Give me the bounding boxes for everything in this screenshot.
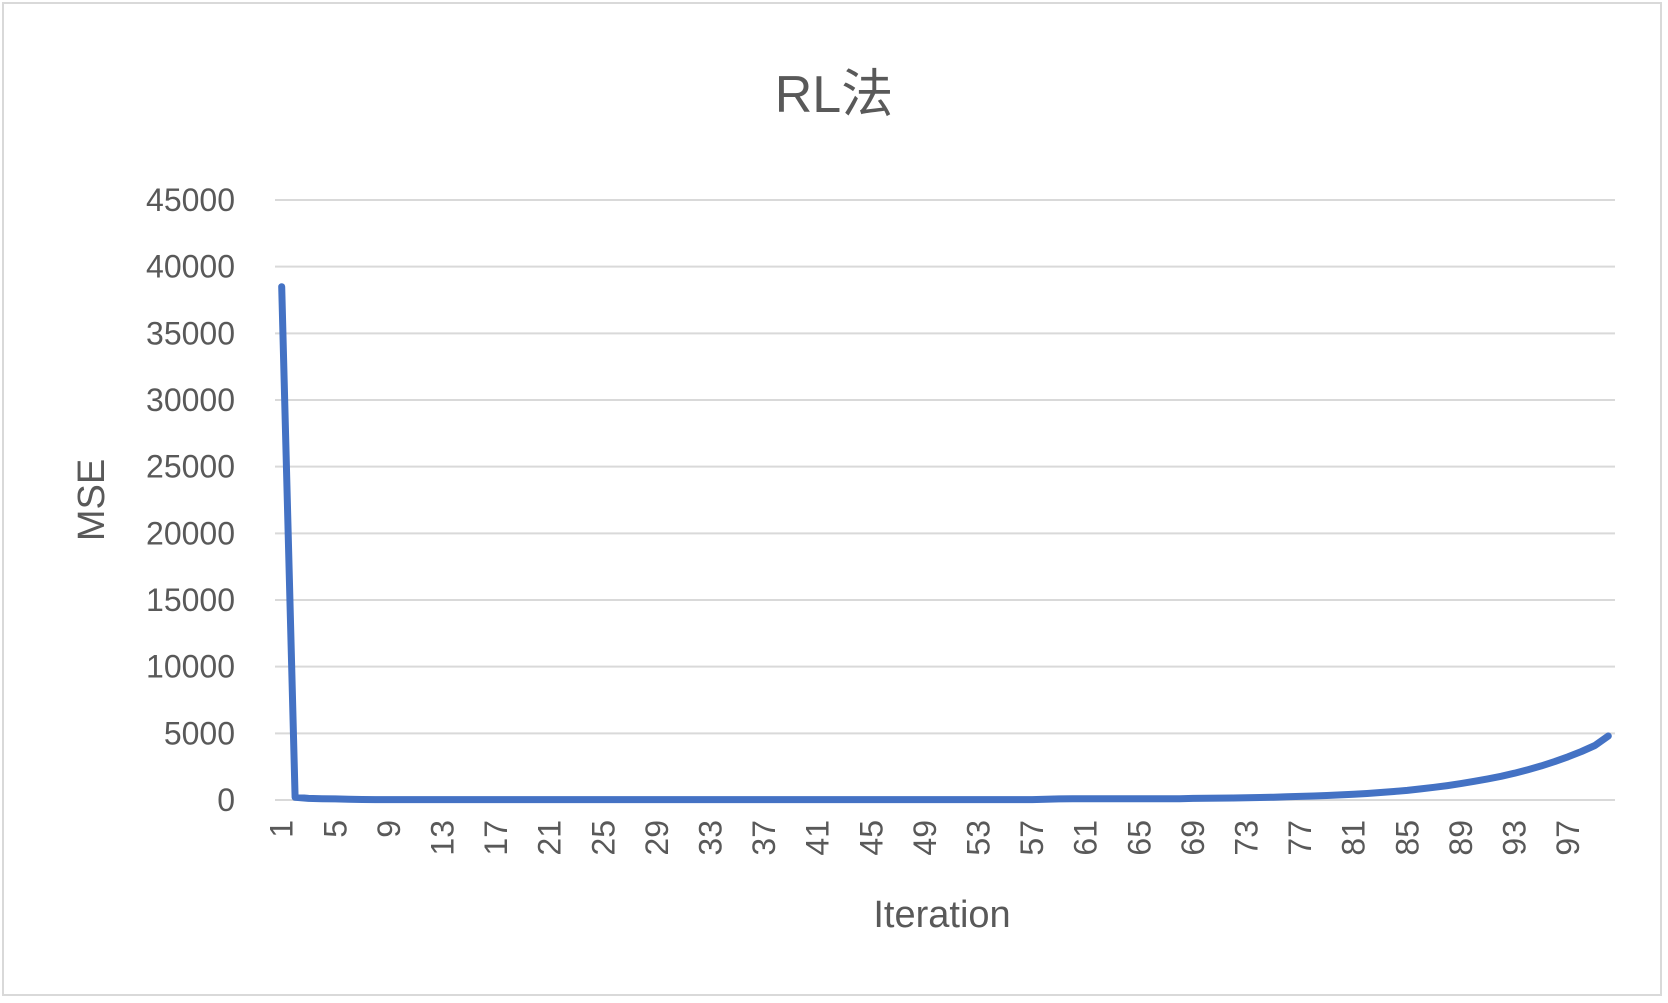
- y-tick-label: 45000: [146, 182, 235, 218]
- y-tick-label: 35000: [146, 315, 235, 351]
- y-tick-label: 30000: [146, 382, 235, 418]
- y-tick-label: 40000: [146, 249, 235, 285]
- x-tick-label: 33: [693, 820, 729, 856]
- y-tick-label: 0: [217, 782, 235, 818]
- x-tick-label: 25: [585, 820, 621, 856]
- x-tick-label: 69: [1175, 820, 1211, 856]
- x-tick-label: 17: [478, 820, 514, 856]
- x-tick-labels: 1 5 9 13 17 21 25 29 33 37 41 45 49 53 57 61 65 69 73 77 81 8…: [264, 820, 1586, 856]
- y-tick-labels: 0 5000 10000 15000 20000 25000 30000 35000 40000…: [146, 182, 235, 818]
- y-tick-label: 25000: [146, 449, 235, 485]
- x-tick-label: 13: [425, 820, 461, 856]
- x-tick-label: 97: [1550, 820, 1586, 856]
- x-axis-title: Iteration: [873, 894, 1010, 936]
- x-tick-label: 9: [371, 820, 407, 838]
- x-tick-label: 53: [961, 820, 997, 856]
- x-tick-label: 37: [746, 820, 782, 856]
- series-line: [278, 283, 1612, 804]
- x-tick-label: 61: [1068, 820, 1104, 856]
- x-tick-label: 65: [1121, 820, 1157, 856]
- x-tick-label: 49: [907, 820, 943, 856]
- x-tick-label: 77: [1282, 820, 1318, 856]
- x-tick-label: 57: [1014, 820, 1050, 856]
- x-tick-label: 45: [853, 820, 889, 856]
- x-tick-label: 5: [317, 820, 353, 838]
- chart-title: RL法: [775, 66, 893, 124]
- x-tick-label: 81: [1336, 820, 1372, 856]
- series-layer: [278, 283, 1612, 804]
- x-tick-label: 73: [1229, 820, 1265, 856]
- y-tick-label: 10000: [146, 649, 235, 685]
- x-tick-label: 93: [1497, 820, 1533, 856]
- x-tick-label: 89: [1443, 820, 1479, 856]
- x-tick-label: 85: [1389, 820, 1425, 856]
- y-axis-title: MSE: [71, 459, 113, 541]
- x-tick-label: 29: [639, 820, 675, 856]
- y-tick-label: 15000: [146, 582, 235, 618]
- x-tick-label: 1: [264, 820, 300, 838]
- y-tick-label: 5000: [164, 715, 235, 751]
- x-tick-label: 21: [532, 820, 568, 856]
- y-tick-label: 20000: [146, 515, 235, 551]
- x-tick-label: 41: [800, 820, 836, 856]
- gridlines: [275, 199, 1615, 801]
